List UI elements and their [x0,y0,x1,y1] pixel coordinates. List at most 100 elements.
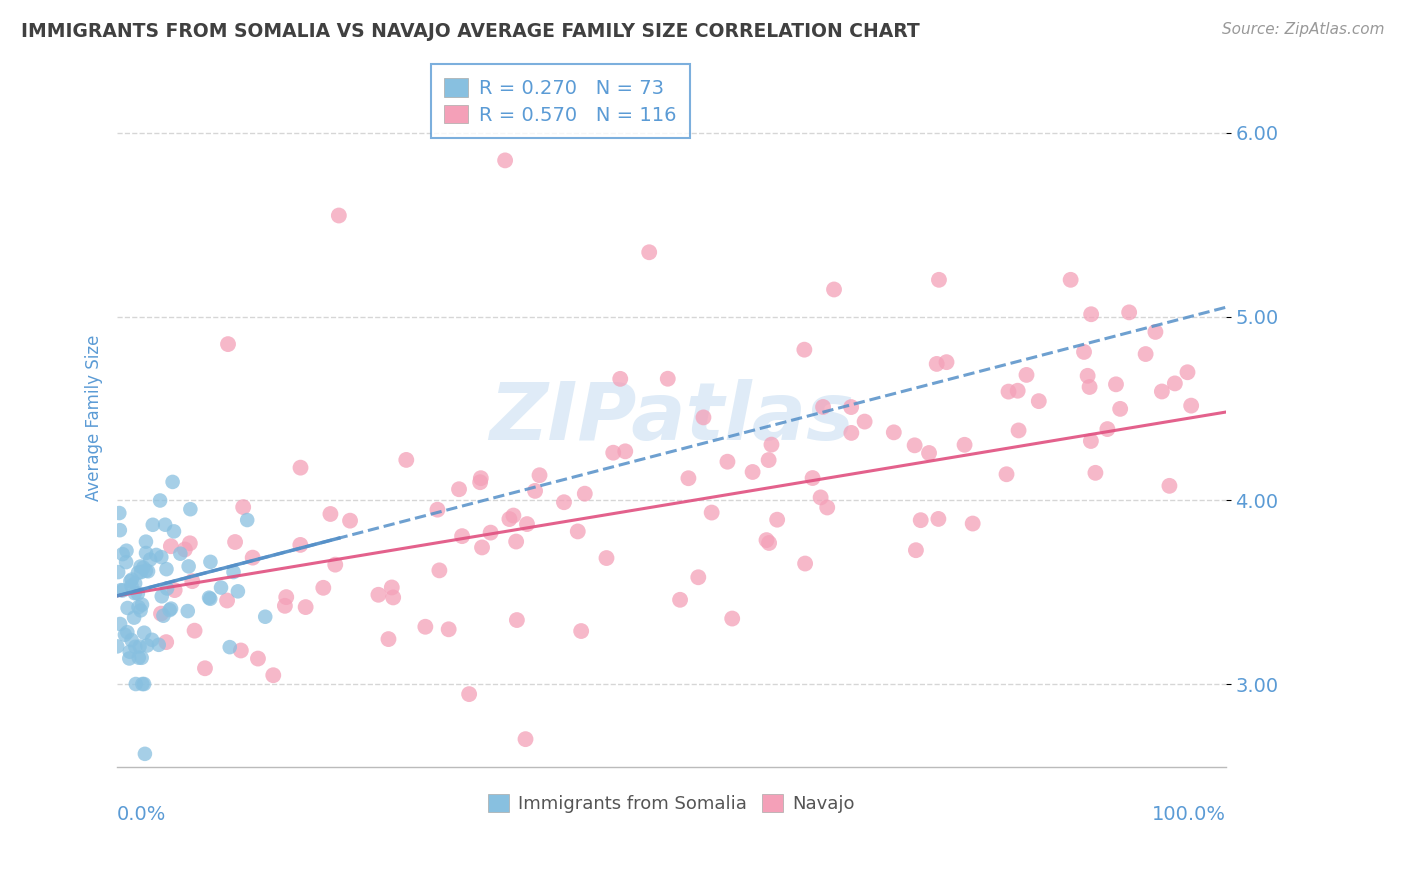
Navajo [910,513,932,527]
Navajo [262,668,284,682]
Navajo [290,538,312,552]
Navajo [217,337,239,351]
Immigrants from Somalia [129,559,152,574]
Navajo [1084,466,1107,480]
Navajo [638,245,661,260]
Immigrants from Somalia [200,591,222,606]
Immigrants from Somalia [198,591,221,605]
Immigrants from Somalia [169,547,191,561]
Navajo [688,570,710,584]
Navajo [339,514,361,528]
Text: ZIPatlas: ZIPatlas [489,378,853,457]
Navajo [567,524,589,539]
Immigrants from Somalia [236,513,259,527]
Immigrants from Somalia [139,552,162,566]
Immigrants from Somalia [177,559,200,574]
Navajo [569,624,592,638]
Navajo [995,467,1018,482]
Navajo [1109,401,1132,416]
Navajo [367,588,389,602]
Immigrants from Somalia [155,562,177,576]
Navajo [173,542,195,557]
Navajo [515,732,537,747]
Navajo [927,512,949,526]
Navajo [224,535,246,549]
Navajo [294,600,316,615]
Navajo [451,529,474,543]
Navajo [274,599,297,613]
Legend: Immigrants from Somalia, Navajo: Immigrants from Somalia, Navajo [481,788,862,821]
Immigrants from Somalia [120,574,142,589]
Navajo [1015,368,1038,382]
Navajo [468,475,491,490]
Immigrants from Somalia [222,565,245,579]
Navajo [382,591,405,605]
Navajo [415,620,437,634]
Immigrants from Somalia [124,586,146,600]
Immigrants from Somalia [218,640,240,654]
Navajo [242,550,264,565]
Navajo [246,651,269,665]
Navajo [614,444,637,458]
Navajo [810,491,832,505]
Text: IMMIGRANTS FROM SOMALIA VS NAVAJO AVERAGE FAMILY SIZE CORRELATION CHART: IMMIGRANTS FROM SOMALIA VS NAVAJO AVERAG… [21,22,920,41]
Navajo [458,687,481,701]
Navajo [290,460,312,475]
Immigrants from Somalia [159,603,181,617]
Immigrants from Somalia [136,564,159,578]
Immigrants from Somalia [129,565,152,579]
Navajo [155,635,177,649]
Navajo [962,516,984,531]
Immigrants from Somalia [117,625,139,640]
Immigrants from Somalia [136,639,159,653]
Immigrants from Somalia [149,493,172,508]
Navajo [761,437,783,451]
Navajo [553,495,575,509]
Immigrants from Somalia [127,586,149,600]
Immigrants from Somalia [131,650,153,665]
Immigrants from Somalia [128,650,150,665]
Immigrants from Somalia [160,601,183,615]
Navajo [1073,345,1095,359]
Y-axis label: Average Family Size: Average Family Size [86,334,103,500]
Immigrants from Somalia [110,583,132,598]
Navajo [700,506,723,520]
Immigrants from Somalia [254,609,277,624]
Navajo [319,507,342,521]
Immigrants from Somalia [135,546,157,560]
Immigrants from Somalia [163,524,186,539]
Navajo [524,483,547,498]
Navajo [609,372,631,386]
Navajo [853,415,876,429]
Immigrants from Somalia [125,677,148,691]
Text: 0.0%: 0.0% [117,805,166,824]
Navajo [276,590,298,604]
Navajo [502,508,524,523]
Immigrants from Somalia [121,573,143,587]
Navajo [904,543,927,558]
Immigrants from Somalia [114,628,136,642]
Immigrants from Somalia [118,645,141,659]
Immigrants from Somalia [150,589,173,603]
Navajo [953,438,976,452]
Navajo [447,482,470,496]
Navajo [498,512,520,526]
Immigrants from Somalia [129,603,152,617]
Immigrants from Somalia [209,581,232,595]
Navajo [595,551,617,566]
Navajo [741,465,763,479]
Navajo [669,592,692,607]
Immigrants from Somalia [134,747,156,761]
Navajo [232,500,254,515]
Text: 100.0%: 100.0% [1152,805,1226,824]
Navajo [160,539,183,553]
Immigrants from Somalia [122,610,145,624]
Navajo [823,283,845,297]
Navajo [377,632,399,646]
Immigrants from Somalia [141,632,163,647]
Navajo [217,593,239,607]
Navajo [183,624,205,638]
Navajo [811,400,834,414]
Navajo [471,541,494,555]
Navajo [529,468,551,483]
